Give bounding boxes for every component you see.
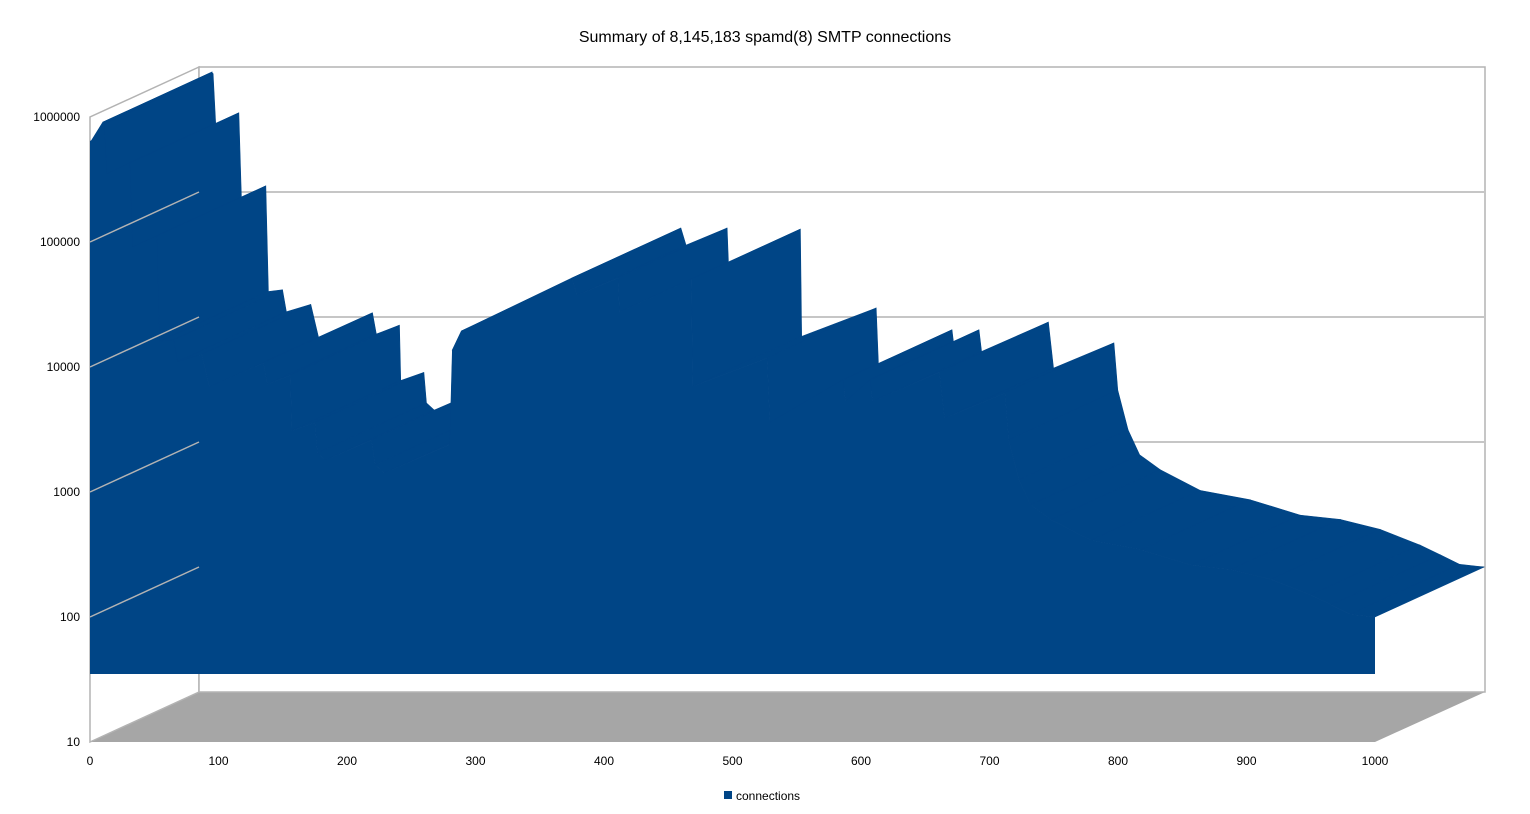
left-wall-gridline [89, 191, 200, 243]
x-tick-label: 700 [979, 754, 999, 768]
left-wall-gridline [89, 441, 200, 493]
y-tick-label: 1000 [53, 485, 80, 499]
y-tick-label: 100 [60, 610, 80, 624]
x-tick-label: 800 [1108, 754, 1128, 768]
y-tick-label: 1000000 [33, 110, 80, 124]
x-tick-label: 100 [208, 754, 228, 768]
chart-floor [90, 692, 1485, 742]
x-tick-label: 300 [465, 754, 485, 768]
x-tick-label: 400 [594, 754, 614, 768]
y-tick-label: 10 [67, 735, 81, 749]
area-front-face [90, 122, 1375, 674]
y-tick-label: 10000 [47, 360, 81, 374]
legend: connections [724, 789, 800, 803]
y-tick-label: 100000 [40, 235, 80, 249]
chart-title: Summary of 8,145,183 spamd(8) SMTP conne… [579, 29, 951, 46]
x-tick-label: 900 [1236, 754, 1256, 768]
x-tick-label: 200 [337, 754, 357, 768]
x-tick-label: 600 [851, 754, 871, 768]
legend-swatch-connections [724, 791, 732, 799]
x-axis-tick-labels: 0 100 200 300 400 500 600 700 800 900 1000 [87, 754, 1389, 768]
y-axis-tick-labels: 10 100 1000 10000 100000 1000000 [33, 110, 80, 749]
x-tick-label: 500 [722, 754, 742, 768]
legend-label-connections: connections [736, 789, 800, 803]
left-wall-gridlines [89, 191, 200, 618]
left-wall-gridline [89, 316, 200, 368]
left-wall-gridline [89, 566, 200, 618]
series-connections [89, 71, 1486, 674]
x-tick-label: 1000 [1362, 754, 1389, 768]
x-tick-label: 0 [87, 754, 94, 768]
